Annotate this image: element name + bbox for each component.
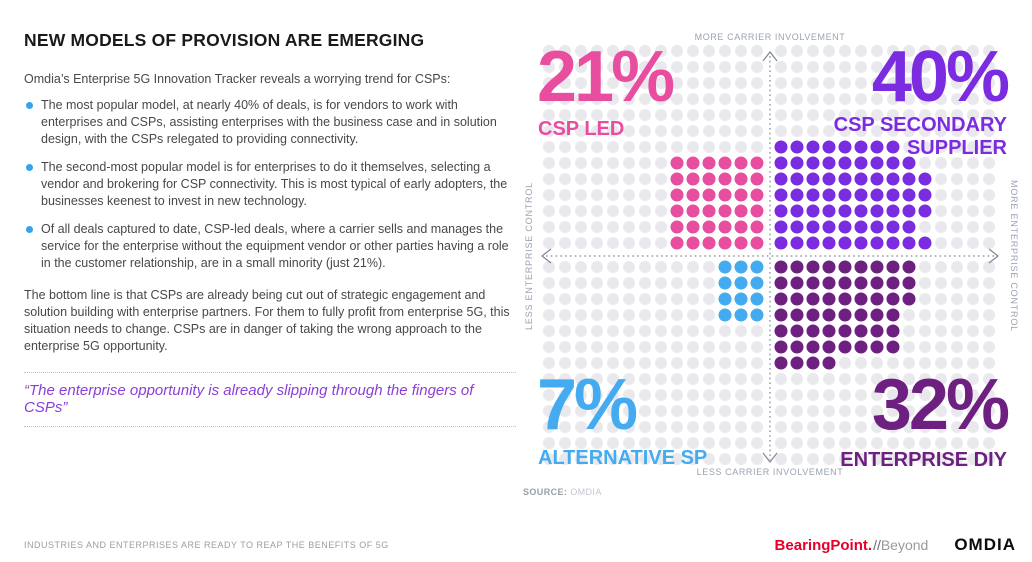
- quadrant-label-alternative-sp: ALTERNATIVE SP: [538, 447, 708, 469]
- footer-tagline: INDUSTRIES AND ENTERPRISES ARE READY TO …: [24, 540, 389, 550]
- page-title: NEW MODELS OF PROVISION ARE EMERGING: [24, 30, 425, 50]
- bullet-item: The second-most popular model is for ent…: [24, 159, 516, 210]
- bullet-item: The most popular model, at nearly 40% of…: [24, 97, 516, 148]
- footer-brands: BearingPoint. // Beyond OMDIA: [775, 535, 1016, 555]
- quadrant-label-csp-secondary: CSP SECONDARY SUPPLIER: [833, 114, 1007, 159]
- quadrant-label-enterprise-diy: ENTERPRISE DIY: [840, 449, 1007, 471]
- quadrant-value-alternative-sp: 7%: [537, 365, 638, 445]
- text-panel: NEW MODELS OF PROVISION ARE EMERGING Omd…: [24, 30, 516, 427]
- quadrant-dot-chart-svg: [541, 45, 999, 465]
- bottom-line-paragraph: The bottom line is that CSPs are already…: [24, 288, 510, 353]
- quote-block: “The enterprise opportunity is already s…: [24, 372, 516, 427]
- bullet-item: Of all deals captured to date, CSP-led d…: [24, 221, 516, 272]
- axis-label-less-enterprise: LESS ENTERPRISE CONTROL: [524, 182, 534, 330]
- bullet-list: The most popular model, at nearly 40% of…: [24, 97, 516, 272]
- source-value: OMDIA: [570, 487, 602, 497]
- axis-label-more-enterprise: MORE ENTERPRISE CONTROL: [1009, 180, 1019, 332]
- beyond-slashes: //: [873, 537, 881, 553]
- axis-label-less-carrier: LESS CARRIER INVOLVEMENT: [696, 467, 844, 477]
- quadrant-value-csp-secondary: 40%: [871, 37, 1010, 117]
- source-label: SOURCE:: [523, 487, 568, 497]
- quadrant-value-enterprise-diy: 32%: [871, 365, 1010, 445]
- bearingpoint-logo: BearingPoint.: [774, 537, 873, 554]
- beyond-logo: Beyond: [880, 537, 929, 553]
- intro-paragraph: Omdia’s Enterprise 5G Innovation Tracker…: [24, 72, 451, 86]
- quadrant-label-csp-led: CSP LED: [538, 118, 625, 140]
- source-line: SOURCE: OMDIA: [523, 487, 602, 497]
- axis-label-more-carrier: MORE CARRIER INVOLVEMENT: [694, 32, 846, 42]
- quadrant-dot-chart: MORE CARRIER INVOLVEMENT LESS CARRIER IN…: [520, 30, 1020, 510]
- quadrant-value-csp-led: 21%: [537, 37, 675, 117]
- quote-text: “The enterprise opportunity is already s…: [24, 382, 474, 416]
- omdia-logo: OMDIA: [954, 535, 1016, 554]
